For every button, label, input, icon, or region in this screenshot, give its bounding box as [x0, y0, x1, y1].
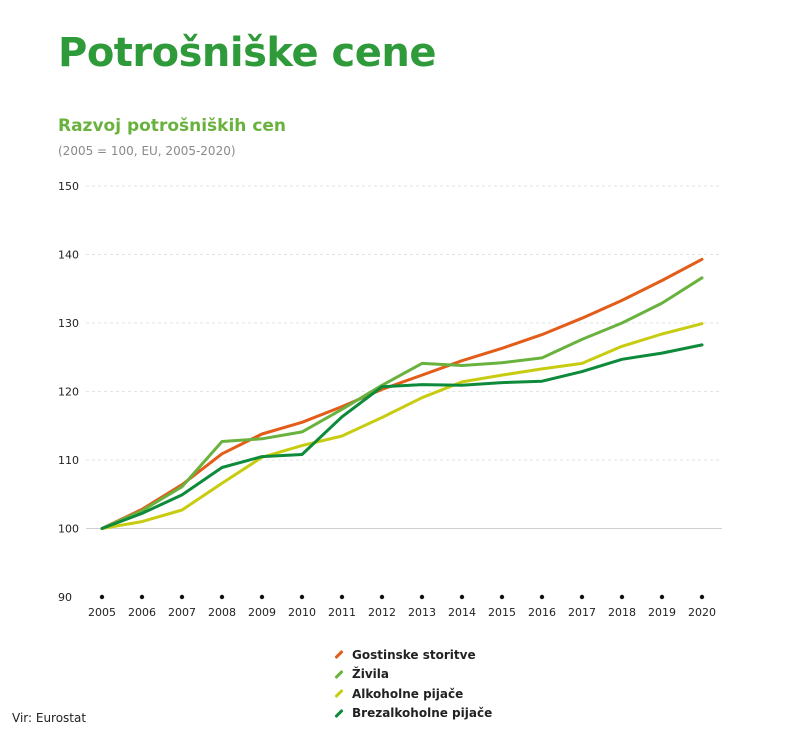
y-tick-label: 90	[58, 591, 72, 604]
legend-swatch	[334, 669, 344, 679]
legend-swatch	[334, 650, 344, 660]
x-axis-dot	[579, 594, 585, 600]
x-tick-label: 2019	[648, 606, 676, 619]
x-axis-dot	[499, 594, 505, 600]
x-tick-label: 2005	[88, 606, 116, 619]
x-axis-dot	[699, 594, 705, 600]
y-tick-label: 110	[58, 454, 79, 467]
x-tick-label: 2013	[408, 606, 436, 619]
x-tick-label: 2015	[488, 606, 516, 619]
y-tick-label: 100	[58, 523, 79, 536]
x-axis-dot	[99, 594, 105, 600]
x-tick-label: 2010	[288, 606, 316, 619]
chart-subtitle: (2005 = 100, EU, 2005-2020)	[58, 144, 236, 158]
x-axis-dot	[659, 594, 665, 600]
legend-swatch	[334, 689, 344, 699]
series-line	[100, 257, 704, 530]
chart-title: Razvoj potrošniških cen	[58, 116, 287, 136]
series-line	[100, 276, 704, 530]
legend-item: Gostinske storitve	[332, 645, 492, 665]
y-tick-label: 150	[58, 180, 79, 193]
legend-label: Gostinske storitve	[352, 647, 476, 662]
x-tick-label: 2006	[128, 606, 156, 619]
x-tick-label: 2017	[568, 606, 596, 619]
legend-swatch	[334, 708, 344, 718]
legend-label: Brezalkoholne pijače	[352, 706, 493, 721]
chart-legend: Gostinske storitve Živila Alkoholne pija…	[332, 645, 492, 723]
legend-item: Alkoholne pijače	[332, 684, 492, 704]
x-axis-dot	[619, 594, 625, 600]
x-axis-dot	[419, 594, 425, 600]
series-line	[100, 322, 704, 530]
x-axis-dot	[379, 594, 385, 600]
x-tick-label: 2007	[168, 606, 196, 619]
x-axis-dot	[179, 594, 185, 600]
x-axis-dot	[139, 594, 145, 600]
y-tick-label: 140	[58, 249, 79, 262]
legend-label: Živila	[352, 667, 389, 682]
x-axis-dot	[339, 594, 345, 600]
x-tick-label: 2009	[248, 606, 276, 619]
x-tick-label: 2011	[328, 606, 356, 619]
source-note: Vir: Eurostat	[12, 711, 87, 725]
x-tick-label: 2014	[448, 606, 476, 619]
y-tick-label: 130	[58, 317, 79, 330]
x-tick-label: 2008	[208, 606, 236, 619]
x-tick-label: 2012	[368, 606, 396, 619]
x-axis-dot	[299, 594, 305, 600]
x-tick-label: 2018	[608, 606, 636, 619]
legend-item: Živila	[332, 665, 492, 685]
y-tick-label: 120	[58, 386, 79, 399]
x-axis-dot	[259, 594, 265, 600]
x-tick-label: 2020	[688, 606, 716, 619]
x-axis-dot	[219, 594, 225, 600]
x-axis-dot	[459, 594, 465, 600]
x-tick-label: 2016	[528, 606, 556, 619]
legend-label: Alkoholne pijače	[352, 686, 464, 701]
page-title: Potrošniške cene	[58, 30, 436, 76]
legend-item: Brezalkoholne pijače	[332, 704, 492, 724]
series-line	[100, 343, 704, 530]
x-axis-dot	[539, 594, 545, 600]
